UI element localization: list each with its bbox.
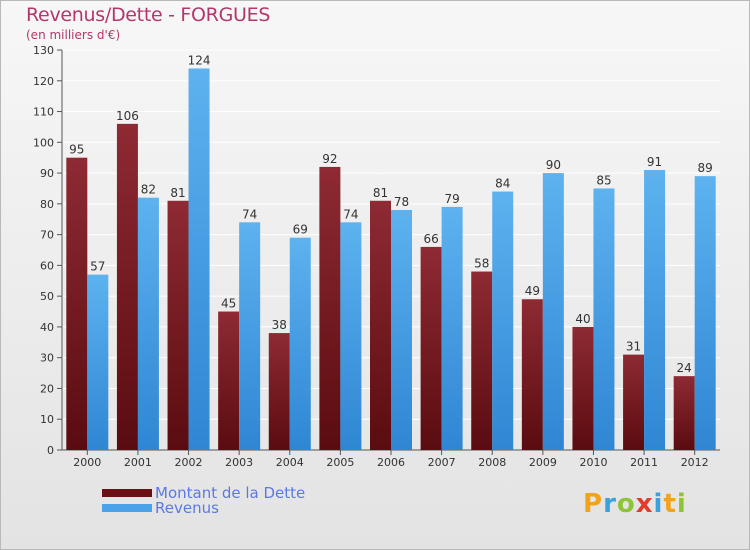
chart-title: Revenus/Dette - FORGUES (26, 4, 271, 26)
data-label-revenus: 82 (141, 183, 156, 197)
x-tick-label: 2010 (579, 456, 607, 469)
data-label-revenus: 85 (596, 173, 611, 187)
y-tick-label: 40 (40, 321, 54, 334)
data-label-revenus: 57 (90, 260, 105, 274)
bar-dette (420, 246, 442, 450)
logo-letter: i (676, 489, 687, 519)
y-tick-label: 70 (40, 229, 54, 242)
x-tick-label: 2003 (225, 456, 253, 469)
y-tick-label: 50 (40, 290, 54, 303)
y-tick-label: 30 (40, 352, 54, 365)
bar-dette (66, 157, 88, 450)
legend-label-dette: Montant de la Dette (155, 484, 306, 502)
bar-revenus (593, 188, 615, 450)
bar-dette (370, 200, 391, 450)
data-label-dette: 58 (474, 257, 489, 271)
bar-dette (167, 200, 189, 450)
bar-revenus (137, 197, 159, 450)
data-label-dette: 38 (272, 318, 287, 332)
x-tick-label: 2005 (326, 456, 354, 469)
bar-revenus (87, 274, 109, 450)
y-tick-label: 90 (40, 167, 54, 180)
data-label-revenus: 78 (394, 195, 409, 209)
bar-dette (623, 354, 645, 450)
bar-revenus (289, 237, 311, 450)
x-tick-label: 2002 (175, 456, 203, 469)
data-label-revenus: 84 (495, 177, 510, 191)
y-tick-label: 80 (40, 198, 54, 211)
legend-label-revenus: Revenus (155, 499, 219, 517)
data-label-dette: 81 (373, 186, 388, 200)
bar-dette (319, 166, 341, 450)
x-tick-label: 2004 (276, 456, 304, 469)
data-label-dette: 45 (221, 297, 236, 311)
y-tick-label: 60 (40, 259, 54, 272)
x-tick-label: 2011 (630, 456, 658, 469)
data-label-dette: 106 (116, 109, 139, 123)
logo-letter: t (663, 489, 677, 519)
y-tick-label: 10 (40, 413, 54, 426)
data-label-dette: 31 (626, 340, 641, 354)
bar-revenus (340, 222, 362, 450)
data-label-dette: 66 (423, 232, 438, 246)
x-tick-label: 2006 (377, 456, 405, 469)
bar-dette (521, 299, 543, 450)
logo-letter: o (616, 489, 636, 519)
x-tick-label: 2009 (529, 456, 557, 469)
data-label-revenus: 69 (293, 223, 308, 237)
x-tick-label: 2000 (73, 456, 101, 469)
data-label-revenus: 89 (698, 161, 713, 175)
bar-dette (116, 123, 138, 450)
bar-revenus (492, 191, 514, 451)
bar-revenus (694, 176, 716, 450)
proxiti-logo: Proxiti (583, 489, 687, 519)
logo-letter: i (653, 489, 664, 519)
data-label-revenus: 124 (188, 53, 211, 67)
data-label-dette: 81 (170, 186, 185, 200)
y-tick-label: 20 (40, 382, 54, 395)
legend-swatch-dette (102, 489, 152, 497)
data-label-dette: 24 (677, 361, 692, 375)
bar-revenus (239, 222, 261, 450)
y-tick-label: 130 (33, 44, 54, 57)
y-tick-label: 0 (47, 444, 54, 457)
data-label-revenus: 74 (242, 207, 257, 221)
bar-revenus (391, 210, 412, 450)
x-tick-label: 2007 (428, 456, 456, 469)
bar-revenus (644, 170, 666, 450)
labels: 0 10 20 30 40 50 60 70 80 90 100 110 120 130 95 57 2000 1… (33, 44, 713, 469)
legend-swatch-revenus (102, 504, 152, 512)
data-label-revenus: 79 (444, 192, 459, 206)
bar-revenus (188, 68, 210, 450)
x-tick-label: 2008 (478, 456, 506, 469)
data-label-dette: 40 (575, 312, 590, 326)
y-tick-label: 100 (33, 136, 54, 149)
x-tick-label: 2001 (124, 456, 152, 469)
bars (66, 68, 716, 451)
x-tick-label: 2012 (681, 456, 709, 469)
data-label-dette: 95 (69, 143, 84, 157)
chart-subtitle: (en milliers d'€) (26, 28, 121, 42)
bar-dette (218, 311, 240, 450)
data-label-revenus: 91 (647, 155, 662, 169)
data-label-dette: 49 (525, 284, 540, 298)
bar-revenus (441, 206, 463, 450)
bar-dette (268, 333, 290, 450)
data-label-dette: 92 (322, 152, 337, 166)
bar-dette (471, 271, 493, 450)
logo-letter: P (583, 489, 604, 519)
y-tick-label: 120 (33, 75, 54, 88)
logo-letter: x (635, 489, 654, 519)
bar-dette (673, 376, 695, 450)
logo-letter: r (603, 489, 617, 519)
bar-dette (572, 326, 594, 450)
y-tick-label: 110 (33, 106, 54, 119)
data-label-revenus: 74 (343, 207, 358, 221)
bar-revenus (542, 173, 564, 451)
data-label-revenus: 90 (546, 158, 561, 172)
